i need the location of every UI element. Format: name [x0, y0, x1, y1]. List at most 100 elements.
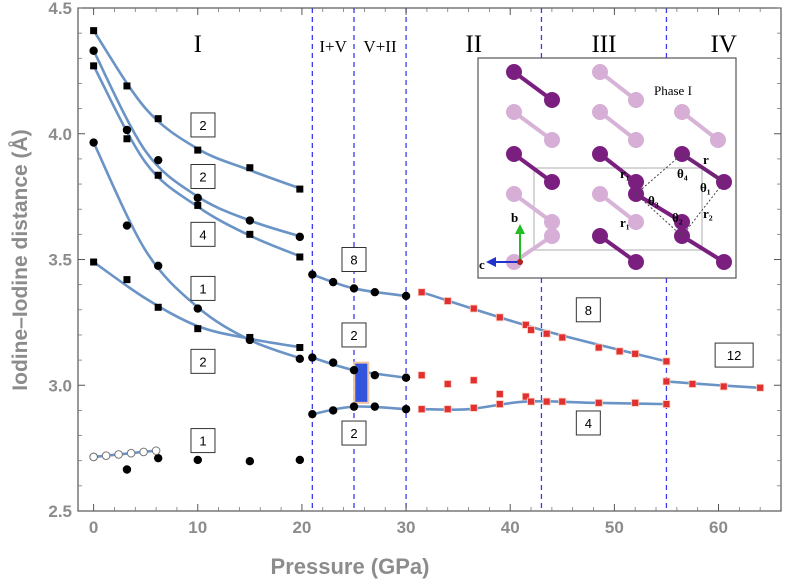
- x-tick-label: 10: [188, 518, 207, 537]
- data-point-circle: [308, 270, 317, 279]
- inset-geometry-label: θ₃: [648, 193, 659, 208]
- fit-curve: [311, 273, 407, 298]
- data-point-square: [123, 82, 131, 90]
- data-point-circle: [193, 455, 202, 465]
- data-point-circle: [295, 455, 305, 465]
- data-point-circle: [245, 216, 255, 225]
- data-point-square: [154, 171, 162, 179]
- iodine-atom: [716, 254, 732, 270]
- fit-curve: [92, 141, 303, 361]
- coordination-label: 2: [350, 328, 357, 343]
- fit-curve: [92, 50, 303, 239]
- phase-label: I+V: [319, 37, 347, 56]
- iodine-atom: [628, 132, 644, 148]
- iodine-bond: [634, 192, 684, 224]
- coordination-label: 2: [199, 170, 206, 185]
- x-tick-label: 60: [709, 518, 728, 537]
- data-point-red-square: [594, 398, 603, 407]
- data-point-red-square: [469, 403, 478, 412]
- coordination-label-box: [575, 410, 601, 436]
- data-point-square: [246, 230, 254, 238]
- coordination-label-box: [341, 322, 367, 348]
- data-point-red-square: [558, 397, 567, 406]
- coordination-label: 8: [585, 303, 592, 318]
- b-axis-arrowhead: [515, 224, 525, 234]
- x-axis-title: Pressure (GPa): [271, 554, 430, 579]
- data-point-circle: [295, 232, 305, 242]
- inset-geometry-label: r₁: [620, 215, 630, 230]
- data-point-open-circle: [139, 447, 148, 457]
- data-point-red-square: [662, 357, 671, 366]
- fit-curve: [666, 380, 761, 390]
- data-point-red-square: [631, 349, 640, 358]
- axis-ticks: 0 10 20 30 40 50 60 2.5 3.0 3.5 4.0 4.5: [48, 0, 781, 537]
- data-points: [89, 27, 765, 474]
- data-point-circle: [122, 221, 132, 230]
- data-point-open-circle: [101, 451, 111, 460]
- fit-curve: [92, 65, 303, 259]
- y-tick-label: 4.0: [48, 125, 72, 144]
- iodine-atom: [592, 228, 608, 244]
- iodine-bond: [680, 234, 726, 264]
- coordination-label-box: [341, 247, 367, 272]
- coordination-label: 12: [727, 348, 741, 363]
- data-point-square: [194, 201, 202, 209]
- phase-label: IV: [711, 31, 737, 58]
- coordination-label: 2: [350, 426, 357, 441]
- data-point-red-square: [495, 390, 504, 398]
- x-tick-label: 50: [605, 518, 624, 537]
- x-tick-label: 0: [89, 518, 98, 537]
- data-point-red-square: [662, 377, 671, 386]
- iodine-atom: [506, 64, 522, 80]
- data-point-circle: [193, 193, 202, 203]
- data-point-red-square: [542, 397, 551, 406]
- phase-label: III: [591, 31, 616, 58]
- data-point-open-circle: [89, 452, 98, 462]
- phase-i-inset: Phase I r₁ r θ₄ θ₁ θ₃ r₂ r₁ θ₂ b c: [477, 57, 737, 279]
- b-axis-label: b: [511, 210, 518, 225]
- data-point-square: [194, 325, 202, 333]
- data-point-red-square: [417, 288, 426, 297]
- data-point-circle: [328, 358, 338, 367]
- data-point-circle: [308, 409, 317, 419]
- data-point-circle: [328, 406, 338, 415]
- iodine-atom: [544, 174, 560, 190]
- data-point-red-square: [631, 398, 640, 407]
- data-point-circle: [122, 465, 132, 474]
- data-point-red-square: [443, 405, 452, 414]
- neighbor-line: [681, 181, 725, 237]
- data-point-square: [194, 146, 202, 154]
- data-point-circle: [308, 353, 317, 362]
- data-point-square: [296, 344, 304, 352]
- coordination-label-box: [190, 221, 216, 247]
- data-point-red-square: [756, 383, 765, 392]
- iodine-atom: [506, 146, 522, 162]
- data-point-red-square: [615, 347, 624, 356]
- iodine-atom: [544, 92, 560, 108]
- coordination-label: 4: [585, 416, 592, 431]
- data-point-red-square: [594, 343, 603, 352]
- data-point-square: [154, 303, 162, 311]
- x-tick-label: 30: [397, 518, 416, 537]
- iodine-atom: [544, 228, 560, 244]
- fit-curve: [312, 405, 407, 416]
- data-point-red-square: [662, 400, 671, 409]
- data-point-circle: [153, 261, 163, 270]
- data-point-red-square: [527, 326, 535, 334]
- data-point-circle: [193, 304, 202, 313]
- coordination-label-box: [190, 348, 216, 374]
- y-tick-label: 3.5: [48, 251, 72, 270]
- y-tick-label: 2.5: [48, 502, 72, 521]
- phase-labels: I I+V V+II II III IV: [194, 31, 737, 58]
- coordination-label: 1: [199, 434, 206, 449]
- iodine-atom: [506, 186, 522, 202]
- y-tick-label: 3.0: [48, 376, 72, 395]
- axis-origin: [517, 259, 523, 265]
- iodine-atom: [592, 146, 608, 162]
- data-point-square: [90, 258, 98, 266]
- phase-label: II: [465, 31, 482, 58]
- coordination-label-box: [190, 428, 216, 454]
- data-point-circle: [370, 402, 380, 411]
- data-point-circle: [245, 457, 255, 466]
- x-tick-label: 20: [292, 518, 311, 537]
